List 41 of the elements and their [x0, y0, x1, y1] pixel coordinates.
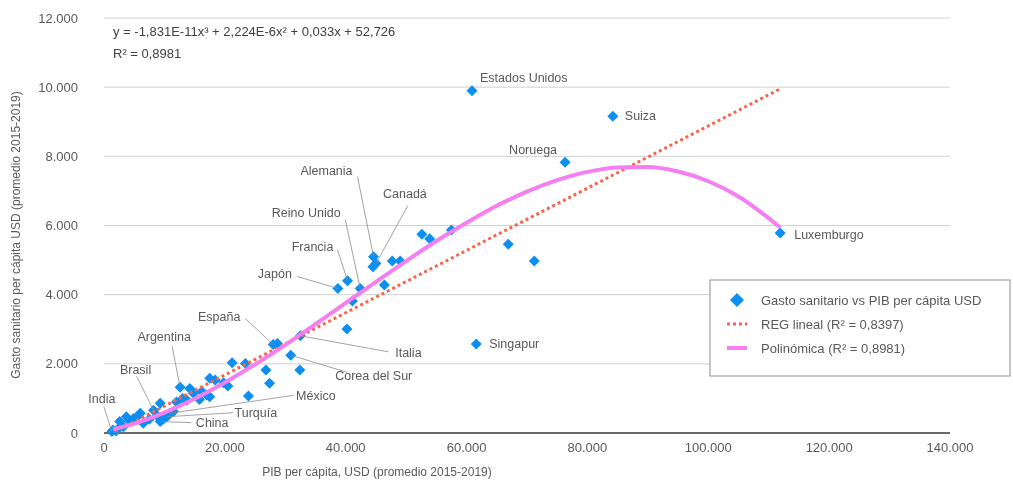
annotation: Reino Unido [271, 206, 341, 221]
annotation: Singapur [489, 337, 540, 352]
y-tick-label: 10.000 [38, 79, 78, 95]
y-axis-title: Gasto sanitario per cápita USD (promedio 2015-2019) [9, 91, 23, 379]
annotation: India [88, 391, 116, 406]
annotation: México [296, 389, 336, 404]
annotation: Suiza [624, 109, 657, 124]
annotation: Estados Unidos [480, 70, 568, 85]
annotation: Brasil [119, 363, 152, 378]
x-tick-label: 0 [100, 439, 108, 455]
x-tick-label: 80.000 [567, 439, 608, 455]
annotation: Argentina [137, 330, 191, 345]
y-tick-label: 6.000 [45, 218, 78, 233]
annotation: Japón [257, 267, 292, 282]
y-tick-label: 2.000 [45, 356, 78, 372]
y-tick-label: 8.000 [45, 148, 78, 164]
annotation: Alemania [300, 163, 353, 178]
legend-label: Polinómica (R² = 0,8981) [761, 340, 906, 356]
annotation: Noruega [509, 143, 558, 158]
x-tick-label: 60.000 [446, 439, 487, 455]
x-axis-title: PIB per cápita, USD (promedio 2015-2019) [262, 465, 492, 479]
annotation: Corea del Sur [335, 369, 413, 384]
annotation: R² = 0,8981 [113, 45, 182, 61]
annotation: Francia [291, 239, 334, 254]
annotation: China [195, 415, 229, 430]
y-tick-label: 4.000 [45, 287, 78, 303]
annotation: Luxemburgo [794, 228, 864, 243]
x-tick-label: 120.000 [805, 439, 853, 455]
annotation: Turquía [234, 405, 278, 420]
x-tick-label: 100.000 [684, 439, 732, 455]
legend-label: Gasto sanitario vs PIB per cápita USD [761, 292, 982, 308]
annotation: España [198, 310, 241, 325]
annotation: y = -1,831E-11x³ + 2,224E-6x² + 0,033x + 52,726 [113, 23, 396, 39]
legend-label: REG lineal (R² = 0,8397) [761, 316, 904, 332]
annotation: Canadá [383, 186, 427, 201]
x-tick-label: 40.000 [325, 439, 366, 455]
x-tick-label: 140.000 [926, 439, 974, 455]
x-tick-label: 20.000 [204, 439, 245, 455]
annotation: Italia [395, 345, 422, 360]
y-tick-label: 12.000 [38, 10, 78, 26]
y-tick-label: 0 [70, 425, 78, 441]
